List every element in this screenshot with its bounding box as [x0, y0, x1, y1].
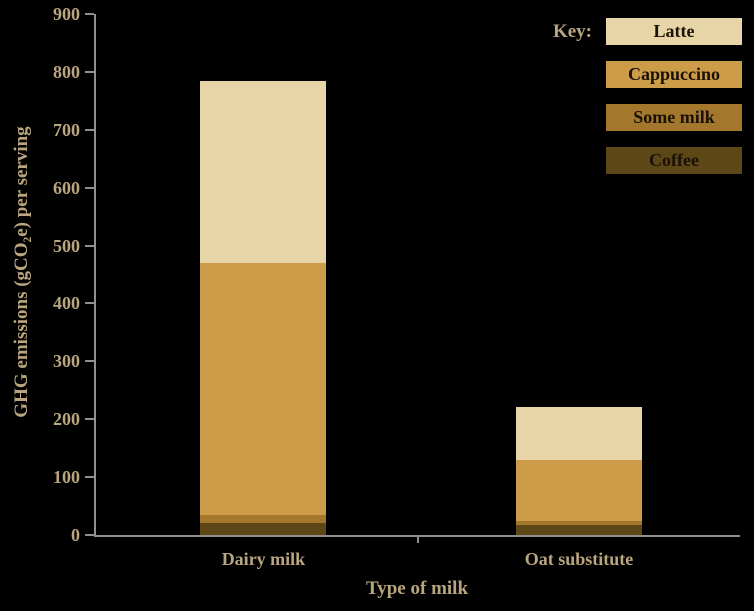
y-axis-title: GHG emissions (gCO₂e) per serving	[11, 126, 32, 418]
bar-segment-oat-substitute-cappuccino	[516, 459, 642, 521]
y-tick-label-500: 500	[53, 235, 80, 256]
bar-segment-oat-substitute-coffee	[516, 524, 642, 535]
y-tick-mark	[85, 13, 94, 15]
bar-segment-dairy-milk-latte	[200, 80, 327, 263]
y-tick-label-700: 700	[53, 119, 80, 140]
legend-items: Latte Cappuccino Some milk Coffee	[606, 18, 742, 174]
y-tick-mark	[85, 186, 94, 189]
plot-area: 0 100 200 300 400 500 600 700 800 900 Dairy milk Oa…	[53, 5, 740, 569]
y-tick-mark	[85, 360, 94, 363]
x-category-label-oat-substitute: Oat substitute	[524, 549, 634, 569]
y-tick-mark	[85, 302, 94, 305]
y-tick-mark	[85, 476, 94, 479]
legend-item-coffee: Coffee	[606, 147, 742, 174]
bar-segment-dairy-milk-coffee	[200, 523, 327, 535]
legend-key-label: Key:	[552, 21, 592, 42]
y-tick-label-800: 800	[53, 61, 80, 82]
bar-dairy-milk	[200, 14, 327, 535]
y-tick-label-100: 100	[53, 467, 80, 488]
bar-segment-dairy-milk-some-milk	[200, 514, 327, 524]
bar-oat-substitute	[516, 14, 642, 535]
x-category-label-dairy-milk: Dairy milk	[221, 549, 306, 569]
y-tick-label-600: 600	[53, 177, 80, 198]
x-tick-mark	[417, 535, 419, 543]
legend-item-some-milk: Some milk	[606, 104, 742, 131]
bar-segment-oat-substitute-some-milk	[516, 520, 642, 525]
y-tick-label-200: 200	[53, 409, 80, 430]
y-tick-label-0: 0	[71, 525, 80, 545]
legend: Key: Latte Cappuccino Some milk Coffee	[553, 18, 742, 174]
bar-segment-dairy-milk-cappuccino	[200, 262, 327, 515]
y-tick-mark	[85, 418, 94, 421]
bar-segment-oat-substitute-latte	[516, 406, 642, 460]
legend-item-latte: Latte	[606, 18, 742, 45]
legend-item-cappuccino: Cappuccino	[606, 61, 742, 88]
y-tick-mark	[85, 244, 94, 247]
y-tick-label-900: 900	[53, 4, 80, 24]
y-tick-mark	[85, 534, 94, 536]
y-tick-label-300: 300	[53, 351, 80, 372]
y-tick-label-400: 400	[53, 293, 80, 314]
y-tick-mark	[85, 70, 94, 73]
y-tick-mark	[85, 128, 94, 131]
x-axis-title: Type of milk	[365, 578, 469, 599]
